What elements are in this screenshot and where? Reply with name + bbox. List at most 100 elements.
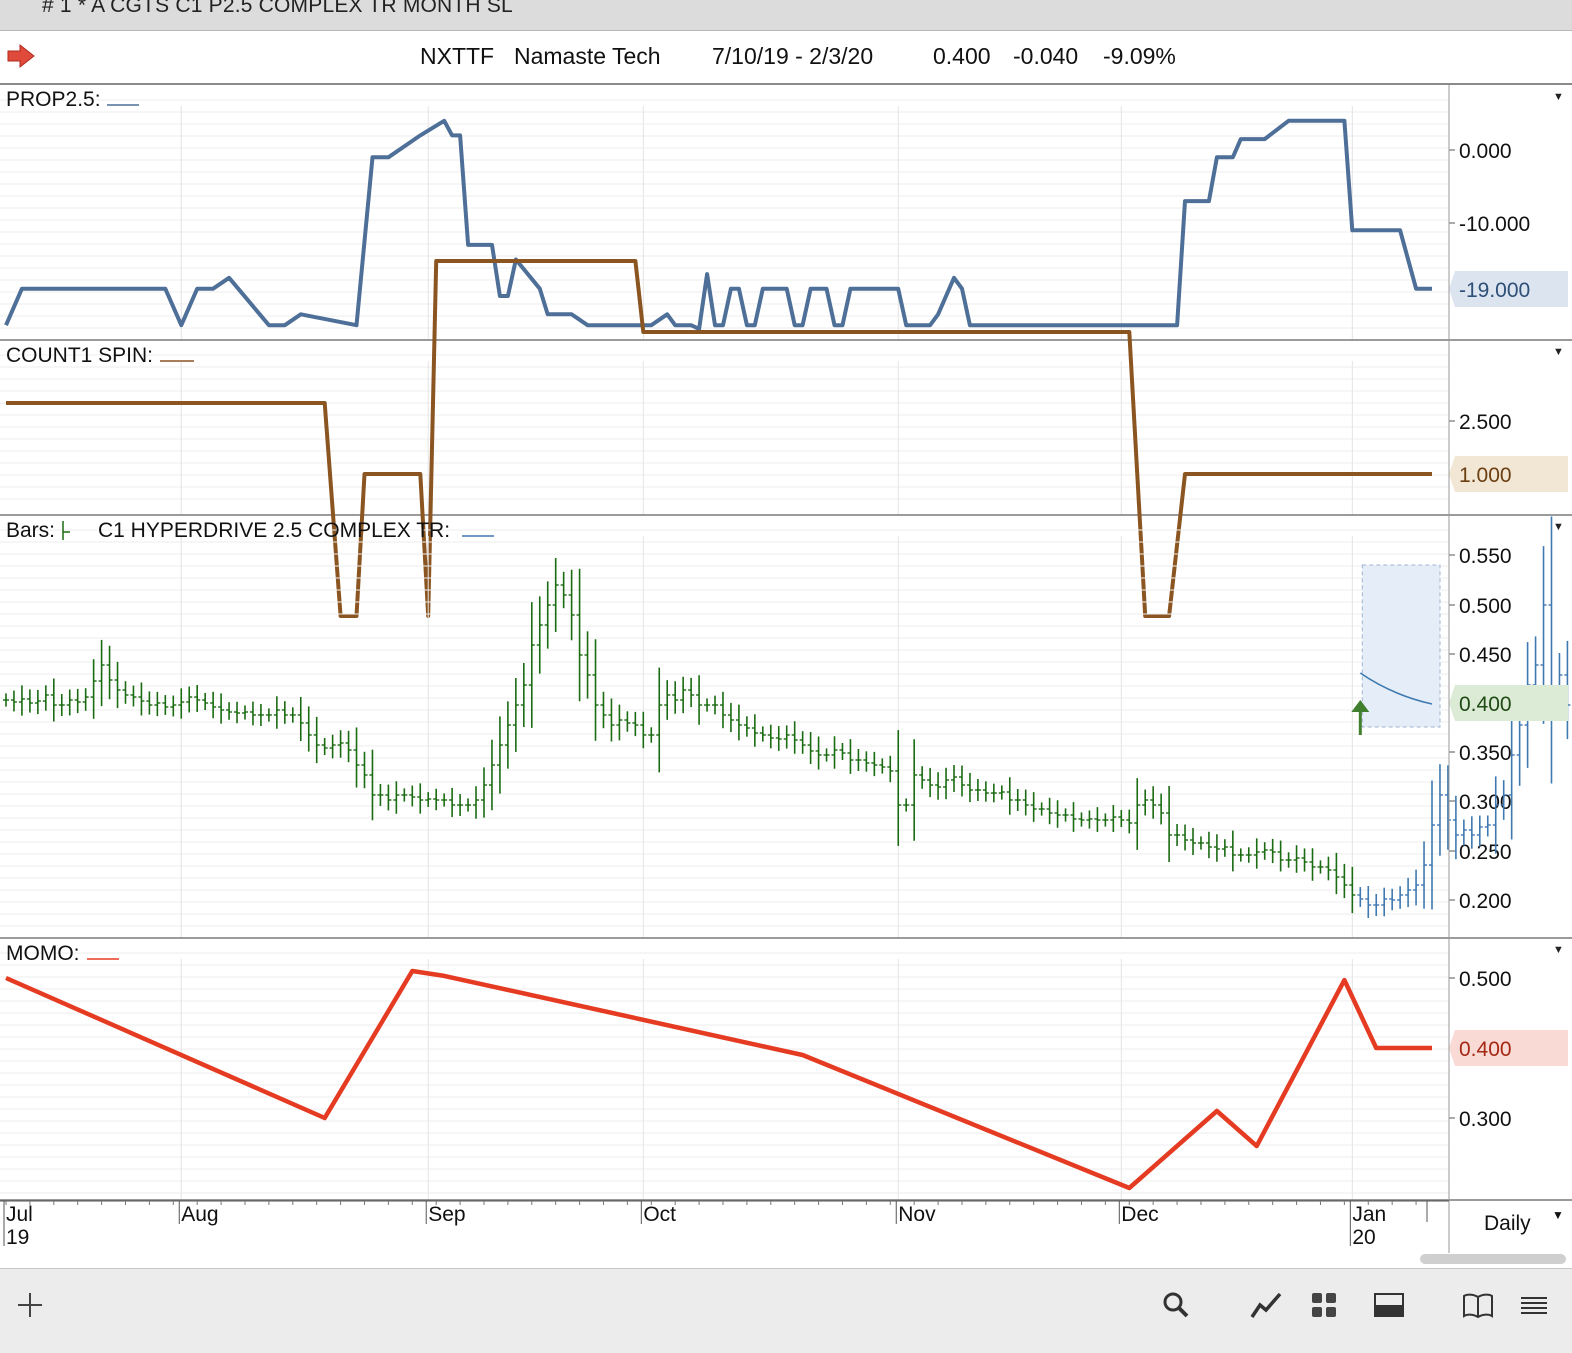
panel-3: 0.550 0.500 0.450 0.400 0.350 0.300 0.250 0.200…	[0, 516, 1572, 939]
ohlc-bar	[1333, 852, 1340, 895]
panel-menu-icon: ▼	[1553, 346, 1564, 358]
ohlc-bar	[871, 751, 878, 777]
ohlc-bars	[3, 516, 1571, 918]
ohlc-bar	[1086, 810, 1093, 829]
ohlc-bar	[10, 690, 17, 712]
ohlc-bar	[911, 739, 918, 841]
period-selector[interactable]: Daily	[1484, 1212, 1531, 1235]
ohlc-bar	[401, 788, 408, 802]
ohlc-bar	[1134, 778, 1141, 850]
ohlc-bar	[640, 711, 647, 749]
ohlc-bar	[1301, 848, 1308, 872]
link-arrow-icon[interactable]	[6, 43, 36, 74]
ohlc-bar	[106, 645, 113, 700]
y-tick-label: 0.500	[1459, 595, 1512, 618]
ohlc-bar	[377, 784, 384, 806]
ohlc-bar	[26, 689, 33, 713]
ohlc-bar	[592, 639, 599, 741]
x-tick-label: Jul	[6, 1203, 33, 1226]
panel-menu-icon: ▼	[1553, 944, 1564, 956]
list-icon[interactable]	[1514, 1285, 1554, 1325]
symbol[interactable]: NXTTF	[420, 43, 495, 69]
ohlc-bar	[919, 766, 926, 789]
ohlc-bar	[680, 676, 687, 714]
ohlc-bar	[289, 707, 296, 723]
ohlc-bar	[982, 781, 989, 802]
ohlc-bar	[265, 708, 272, 722]
forecast-curve	[1359, 672, 1433, 705]
ohlc-bar	[712, 695, 719, 715]
ohlc-bar	[1205, 831, 1212, 859]
ohlc-bar	[1436, 764, 1443, 856]
ohlc-bar	[281, 701, 288, 724]
ohlc-bar	[66, 689, 73, 716]
ohlc-bar	[321, 737, 328, 756]
ohlc-bar	[1046, 797, 1053, 825]
x-tick-year: 20	[1352, 1226, 1375, 1249]
ohlc-bar	[1054, 800, 1061, 828]
prop-line	[4, 118, 1432, 331]
panel-title-count: COUNT1 SPIN:	[6, 344, 153, 367]
bars-label: Bars:	[6, 519, 55, 542]
ohlc-bar	[648, 727, 655, 743]
x-tick-label: Sep	[428, 1203, 465, 1226]
ohlc-bar	[409, 785, 416, 807]
search-icon[interactable]	[1156, 1285, 1196, 1325]
ohlc-bar	[441, 793, 448, 807]
chart-area[interactable]: 0.000-10.000▼2.500▼0.5500.5000.4500.4000…	[0, 85, 1572, 1253]
panel-menu-icon: ▼	[1553, 521, 1564, 533]
ohlc-bar	[1221, 839, 1228, 857]
ohlc-bar	[241, 705, 248, 720]
grid-layout-icon[interactable]	[1304, 1285, 1344, 1325]
ohlc-bar	[1317, 860, 1324, 874]
add-icon[interactable]	[10, 1285, 50, 1325]
ohlc-bar	[1261, 842, 1268, 860]
ohlc-bar	[1492, 776, 1499, 854]
ohlc-bar	[528, 602, 535, 728]
ohlc-bar	[727, 702, 734, 733]
ohlc-bar	[1126, 809, 1133, 834]
ohlc-bar	[1500, 780, 1507, 820]
ohlc-bar	[305, 706, 312, 752]
current-value-badge: 0.400	[1449, 1030, 1568, 1066]
ohlc-bar	[1413, 869, 1420, 906]
horizontal-scrollbar[interactable]	[1420, 1254, 1566, 1264]
chart-line-icon[interactable]	[1246, 1285, 1286, 1325]
ohlc-bar	[234, 701, 241, 724]
window-title: # 1 * A CGTS C1 P2.5 COMPLEX TR MONTH SL	[42, 0, 513, 17]
ohlc-bar	[584, 631, 591, 699]
current-value-label: 0.400	[1459, 693, 1512, 716]
ohlc-bar	[568, 569, 575, 641]
ohlc-bar	[178, 688, 185, 719]
ohlc-bar	[1237, 848, 1244, 862]
ohlc-bar	[1460, 819, 1467, 846]
ohlc-bar	[600, 691, 607, 729]
ohlc-bar	[433, 788, 440, 811]
ohlc-bar	[576, 568, 583, 702]
current-value-badge: 0.400	[1449, 685, 1568, 721]
ohlc-bar	[608, 698, 615, 742]
book-icon[interactable]	[1458, 1285, 1498, 1325]
panel-menu-icon: ▼	[1553, 91, 1564, 103]
ohlc-bar	[1094, 807, 1101, 832]
ohlc-bar	[520, 663, 527, 727]
ohlc-bar	[927, 767, 934, 798]
forecast-zone	[1361, 564, 1441, 728]
ohlc-bar	[393, 781, 400, 814]
ohlc-bar	[767, 724, 774, 749]
ohlc-bar	[839, 742, 846, 761]
panel-layout-icon[interactable]	[1369, 1285, 1409, 1325]
ohlc-bar	[1229, 830, 1236, 872]
y-tick-label: 0.450	[1459, 644, 1512, 667]
ohlc-bar	[664, 680, 671, 720]
ohlc-bar	[1102, 813, 1109, 827]
ohlc-bar	[1468, 816, 1475, 849]
y-tick-label: 0.250	[1459, 841, 1512, 864]
ohlc-bar	[202, 692, 209, 711]
panel-title-hyperdrive: C1 HYPERDRIVE 2.5 COMPLEX TR:	[98, 519, 450, 542]
y-tick-label: 0.300	[1459, 791, 1512, 814]
ohlc-bar	[273, 696, 280, 729]
chevron-down-icon[interactable]: ▼	[1552, 1208, 1564, 1222]
ohlc-bar	[895, 730, 902, 846]
